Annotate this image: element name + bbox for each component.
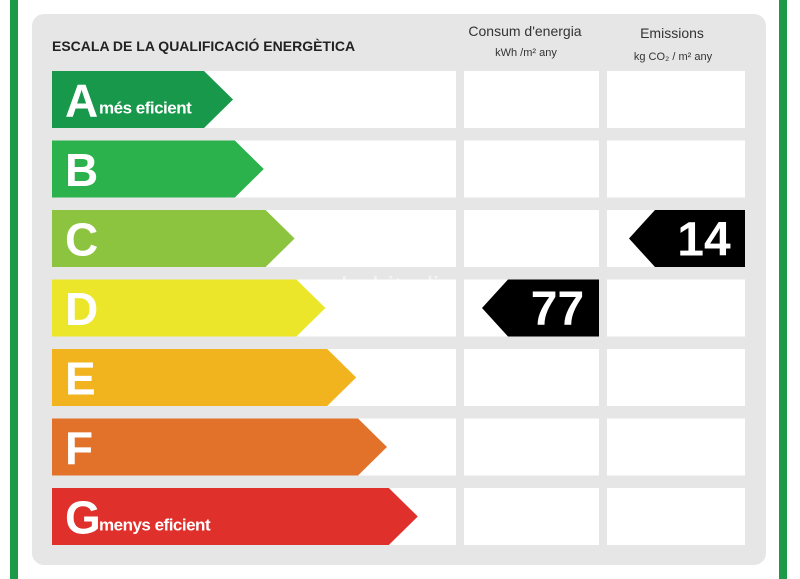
left-border — [10, 0, 18, 579]
indicator-value: 14 — [677, 214, 731, 267]
cell — [464, 140, 599, 198]
column-title: Consum d'energia — [468, 23, 581, 39]
cell — [464, 349, 599, 406]
title: ESCALA DE LA QUALIFICACIÓ ENERGÈTICA — [52, 37, 355, 54]
column-unit: kg CO₂ / m² any — [634, 51, 713, 63]
rating-arrow — [52, 349, 357, 406]
cell — [464, 210, 599, 267]
rating-letter: G — [65, 492, 101, 544]
rating-letter: C — [65, 214, 98, 266]
cell — [607, 418, 745, 476]
watermark: habitadia — [341, 271, 455, 302]
rating-letter: B — [65, 144, 98, 196]
column-unit: kWh /m² any — [495, 47, 557, 59]
cell — [607, 488, 745, 545]
rating-label: menys eficient — [99, 516, 211, 535]
cell — [464, 488, 599, 545]
rating-letter: E — [65, 353, 96, 405]
rating-letter: D — [65, 283, 98, 335]
rating-arrow — [52, 488, 418, 545]
rating-arrow — [52, 71, 233, 128]
cell — [464, 418, 599, 476]
cell — [607, 140, 745, 198]
rating-arrow — [52, 210, 295, 267]
right-border — [779, 0, 787, 579]
rating-arrow — [52, 418, 387, 476]
cell — [607, 71, 745, 128]
indicator — [629, 210, 745, 267]
cell — [607, 279, 745, 337]
column-title: Emissions — [640, 25, 704, 41]
rating-letter: A — [65, 75, 98, 127]
indicator — [482, 279, 599, 337]
indicator-value: 77 — [531, 283, 584, 336]
rating-arrow — [52, 140, 264, 198]
cell — [607, 349, 745, 406]
cell — [464, 71, 599, 128]
rating-label: més eficient — [99, 99, 192, 118]
rating-letter: F — [65, 422, 93, 474]
rating-arrow — [52, 279, 326, 337]
